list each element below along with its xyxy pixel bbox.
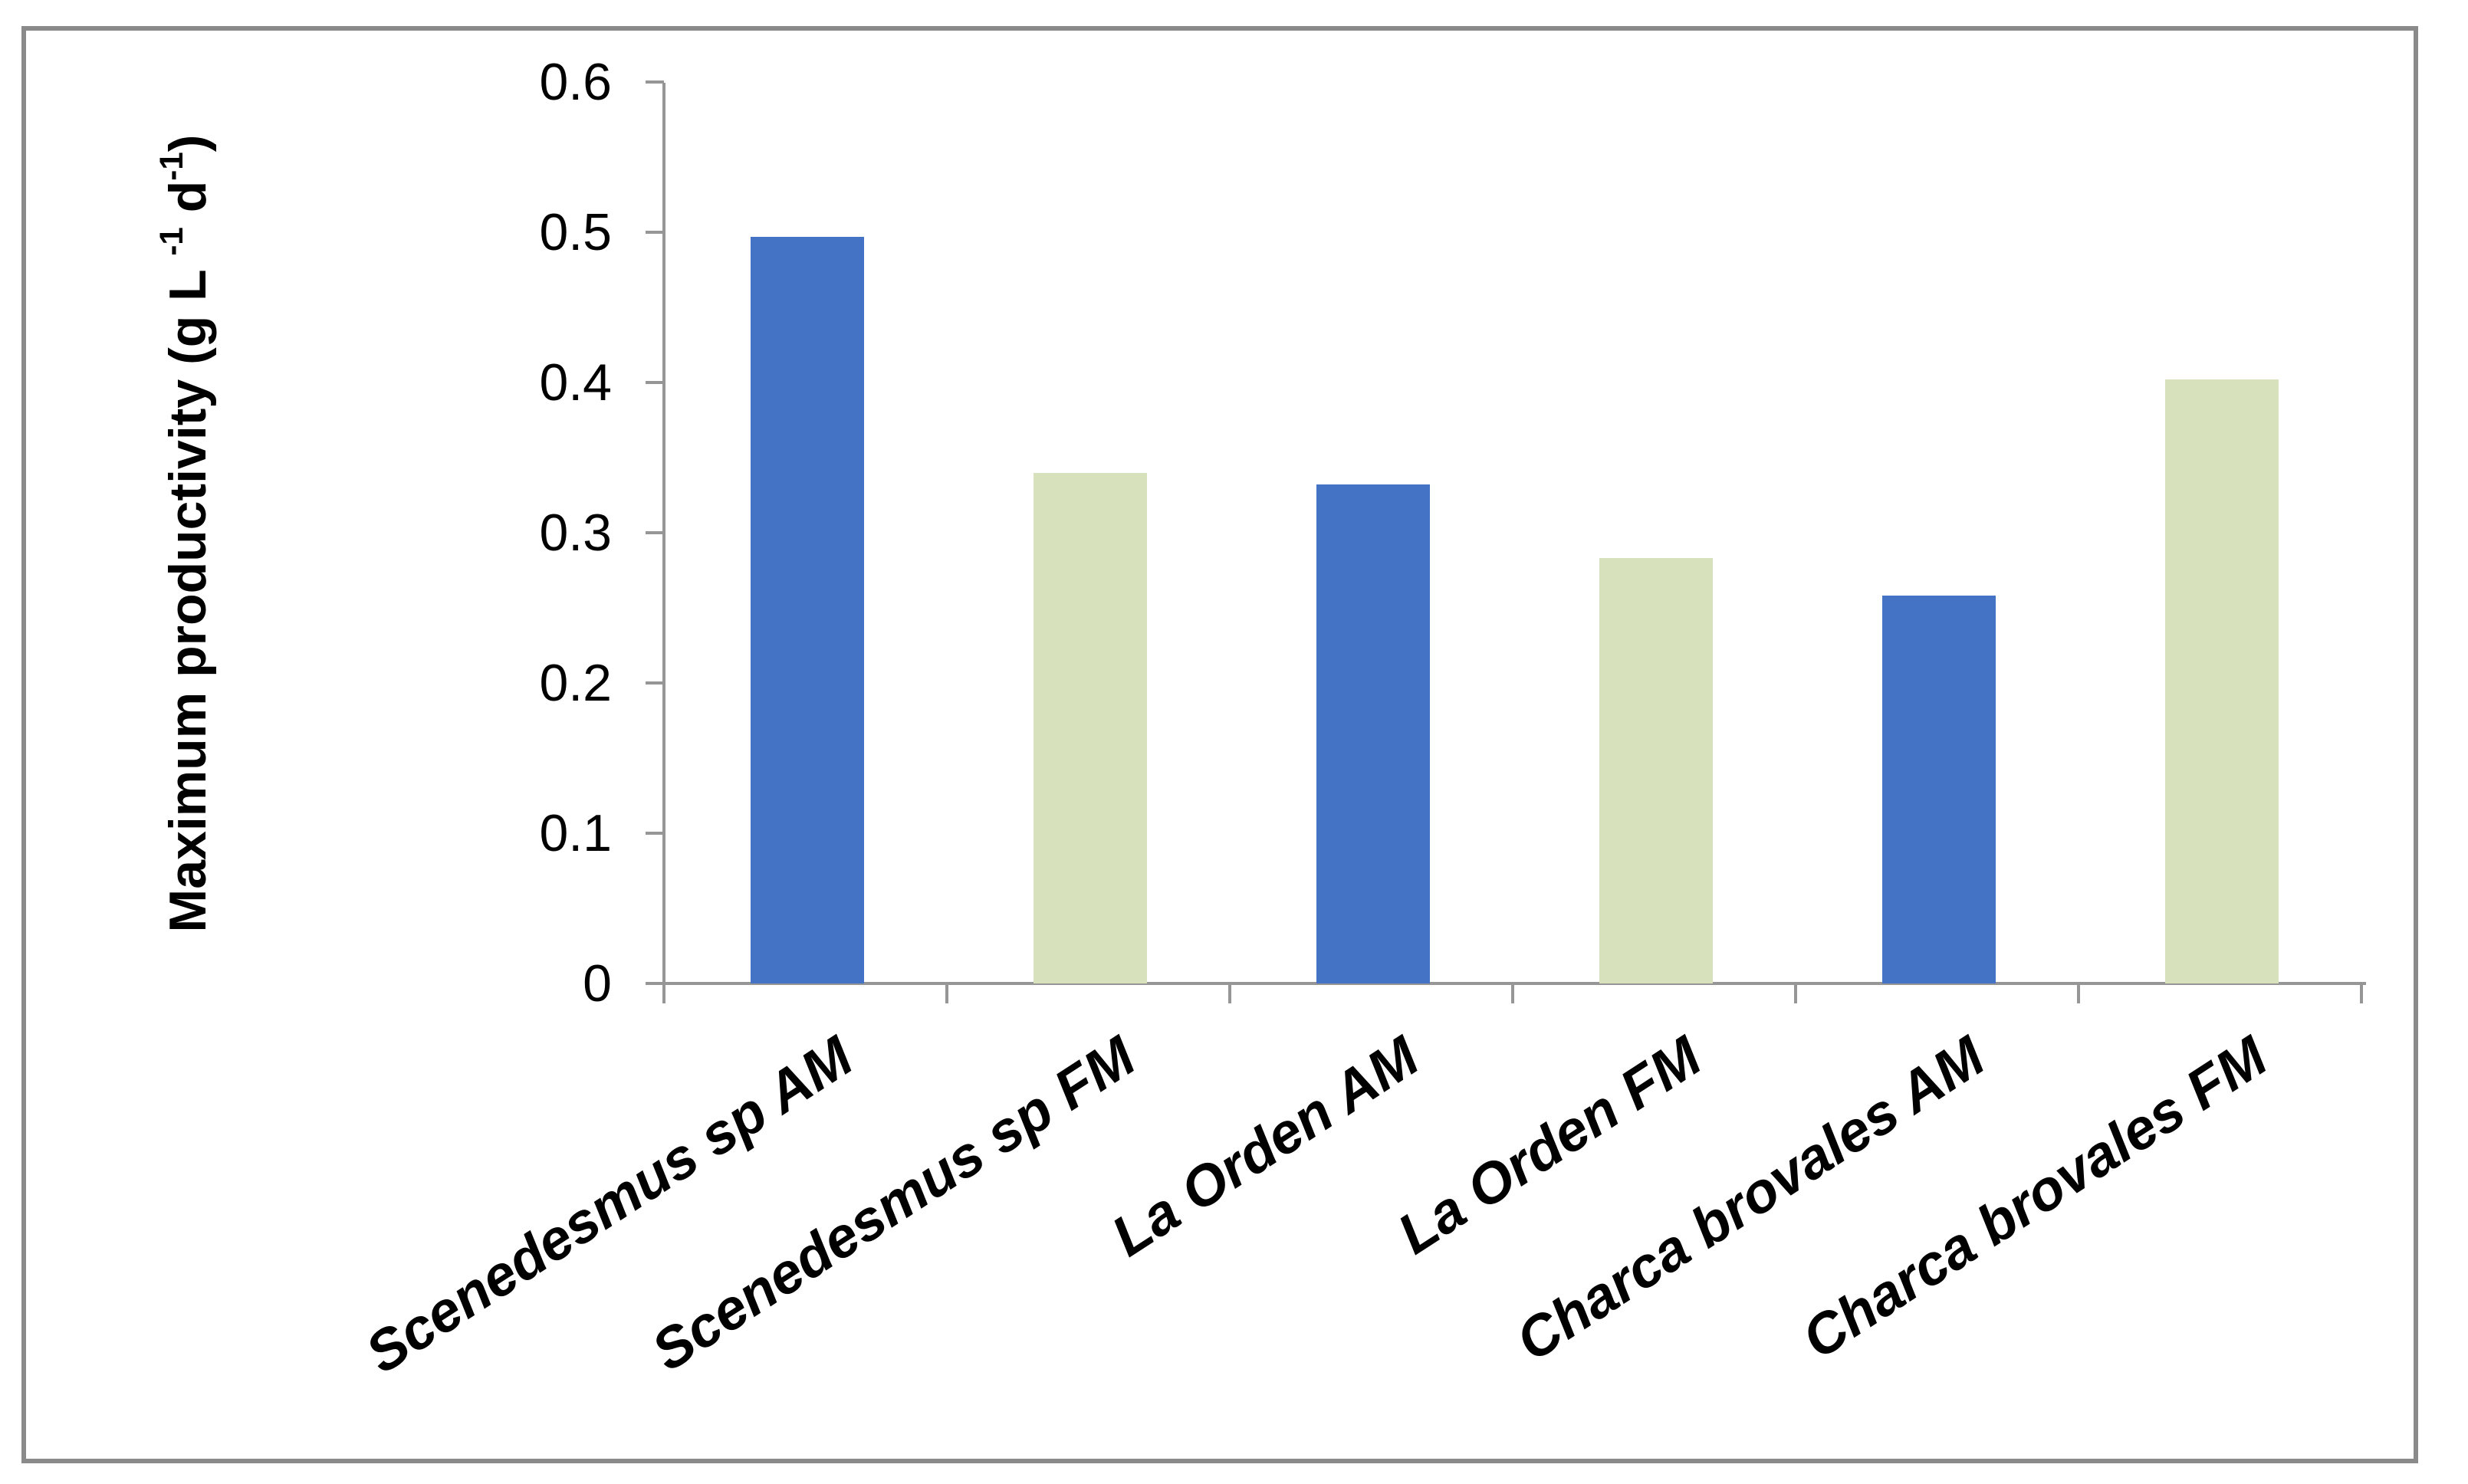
y-axis-title-text: d — [159, 180, 217, 228]
y-axis-tick-label: 0.2 — [539, 654, 612, 712]
x-axis-tick — [662, 982, 665, 1003]
y-axis-tick-label: 0.5 — [539, 203, 612, 261]
bar — [1882, 596, 1996, 983]
x-axis-tick — [945, 982, 948, 1003]
bar — [1316, 484, 1430, 983]
y-axis-tick-label: 0 — [583, 954, 612, 1013]
y-axis-tick — [646, 231, 664, 234]
y-axis-title-text: Maximum productivity (g L — [159, 255, 217, 933]
y-axis-tick — [646, 80, 664, 84]
y-axis-tick — [646, 982, 664, 985]
y-axis-title: Maximum productivity (g L -1 d-1) — [153, 0, 218, 1070]
y-axis-title-text: ) — [159, 134, 217, 153]
y-axis-title-superscript: -1 — [153, 227, 190, 256]
chart-frame — [21, 26, 2418, 1463]
y-axis-tick — [646, 381, 664, 384]
y-axis-tick — [646, 681, 664, 685]
bar — [1599, 558, 1713, 983]
y-axis-tick-label: 0.1 — [539, 804, 612, 862]
x-axis-tick — [1228, 982, 1231, 1003]
x-axis-line — [650, 982, 2366, 985]
y-axis-title-superscript: -1 — [153, 152, 190, 181]
x-axis-tick — [2360, 982, 2363, 1003]
x-axis-tick — [1511, 982, 1514, 1003]
y-axis-tick-label: 0.6 — [539, 53, 612, 111]
x-axis-tick — [2077, 982, 2080, 1003]
bar — [1034, 473, 1147, 983]
y-axis-tick-label: 0.4 — [539, 353, 612, 412]
bar — [2165, 379, 2279, 983]
x-axis-tick — [1794, 982, 1797, 1003]
y-axis-tick — [646, 531, 664, 534]
y-axis-tick — [646, 832, 664, 835]
y-axis-line — [662, 83, 665, 985]
y-axis-tick-label: 0.3 — [539, 504, 612, 562]
bar — [751, 237, 864, 983]
